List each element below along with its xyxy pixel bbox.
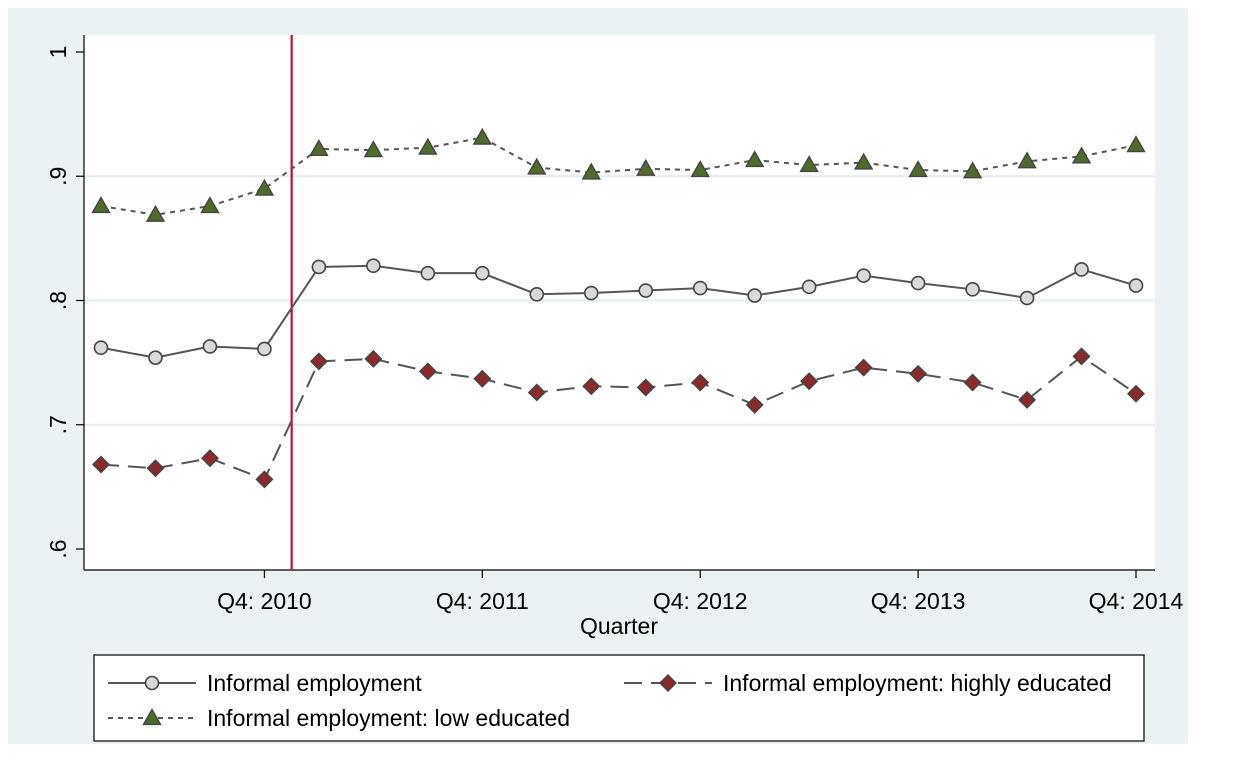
data-point: [145, 204, 166, 222]
data-point: [200, 196, 220, 214]
legend-marker: [142, 708, 162, 726]
data-point: [908, 160, 928, 178]
data-point: [309, 139, 329, 156]
data-point: [1018, 390, 1037, 409]
legend-item: Informal employment: [108, 670, 422, 696]
data-point: [257, 341, 272, 357]
data-point: [636, 378, 655, 397]
legend-marker: [144, 675, 160, 691]
data-point: [853, 152, 874, 170]
series-line: [100, 136, 1137, 216]
legend-marker: [659, 674, 677, 692]
data-point: [1074, 262, 1089, 277]
data-point: [965, 282, 980, 297]
data-point: [200, 449, 219, 468]
legend-item: Informal employment: highly educated: [624, 670, 1112, 696]
data-point: [363, 140, 384, 158]
y-tick-label: .7: [45, 415, 71, 434]
x-tick-label: Q4: 2010: [217, 588, 312, 614]
data-point: [527, 383, 546, 402]
legend-label: Informal employment: highly educated: [723, 670, 1112, 696]
data-point: [1126, 135, 1146, 153]
data-point: [747, 288, 762, 303]
data-point: [692, 280, 708, 296]
data-point: [255, 470, 274, 489]
data-point: [1128, 278, 1144, 293]
data-point: [420, 265, 436, 281]
y-tick-label: 1: [45, 46, 71, 59]
data-point: [93, 340, 109, 356]
data-point: [638, 283, 654, 298]
data-point: [856, 268, 871, 283]
x-tick-label: Q4: 2011: [436, 588, 529, 614]
data-point: [473, 369, 492, 388]
data-point: [691, 373, 710, 392]
data-point: [146, 459, 165, 478]
series-line: [100, 355, 1137, 481]
y-tick-label: .6: [45, 539, 71, 558]
data-point: [91, 196, 111, 214]
data-point: [744, 150, 765, 168]
data-point: [366, 258, 381, 274]
data-point: [800, 372, 819, 391]
data-point: [148, 350, 163, 365]
data-point: [475, 265, 490, 281]
series-circle: [93, 258, 1144, 365]
legend-label: Informal employment: [207, 670, 422, 696]
plot-area: [84, 35, 1155, 570]
data-point: [311, 259, 327, 275]
data-point: [418, 362, 437, 381]
data-point: [745, 395, 764, 414]
legend-label: Informal employment: low educated: [207, 705, 570, 731]
data-point: [527, 157, 547, 175]
series-triangle: [91, 127, 1146, 222]
series-layer: [91, 35, 1146, 570]
data-point: [963, 373, 982, 392]
data-point: [801, 279, 817, 295]
series-line: [100, 264, 1137, 359]
legend-item: Informal employment: low educated: [108, 705, 570, 731]
data-point: [254, 178, 275, 196]
x-tick-label: Q4: 2014: [1089, 588, 1184, 614]
data-point: [636, 158, 656, 176]
legend: Informal employment Informal employment: …: [108, 670, 1112, 731]
data-point: [854, 358, 873, 377]
x-tick-label: Q4: 2012: [653, 588, 748, 614]
data-point: [962, 161, 983, 179]
data-point: [472, 127, 493, 145]
data-point: [1017, 151, 1037, 169]
y-tick-label: .8: [45, 291, 71, 310]
data-point: [309, 352, 328, 371]
data-point: [92, 455, 110, 474]
data-point: [582, 377, 601, 396]
data-point: [418, 137, 438, 155]
data-point: [1072, 347, 1091, 366]
data-point: [583, 285, 599, 301]
data-point: [529, 286, 545, 302]
y-tick-label: .9: [45, 167, 71, 186]
x-axis: Q4: 2010 Q4: 2011 Q4: 2012 Q4: 2013 Q4: 2014: [84, 569, 1184, 614]
x-axis-title: Quarter: [580, 613, 658, 639]
data-point: [1127, 384, 1145, 403]
data-point: [799, 155, 819, 173]
data-point: [202, 339, 218, 354]
data-point: [364, 349, 383, 368]
data-point: [690, 160, 710, 178]
legend-box: [93, 654, 1145, 742]
y-axis: .6 .7 .8 .9 1: [45, 35, 85, 570]
data-point: [1071, 146, 1092, 164]
data-point: [581, 162, 601, 180]
x-tick-label: Q4: 2013: [871, 588, 966, 614]
series-diamond: [92, 347, 1145, 489]
data-point: [910, 275, 926, 291]
data-point: [1019, 290, 1035, 306]
data-point: [909, 364, 928, 383]
